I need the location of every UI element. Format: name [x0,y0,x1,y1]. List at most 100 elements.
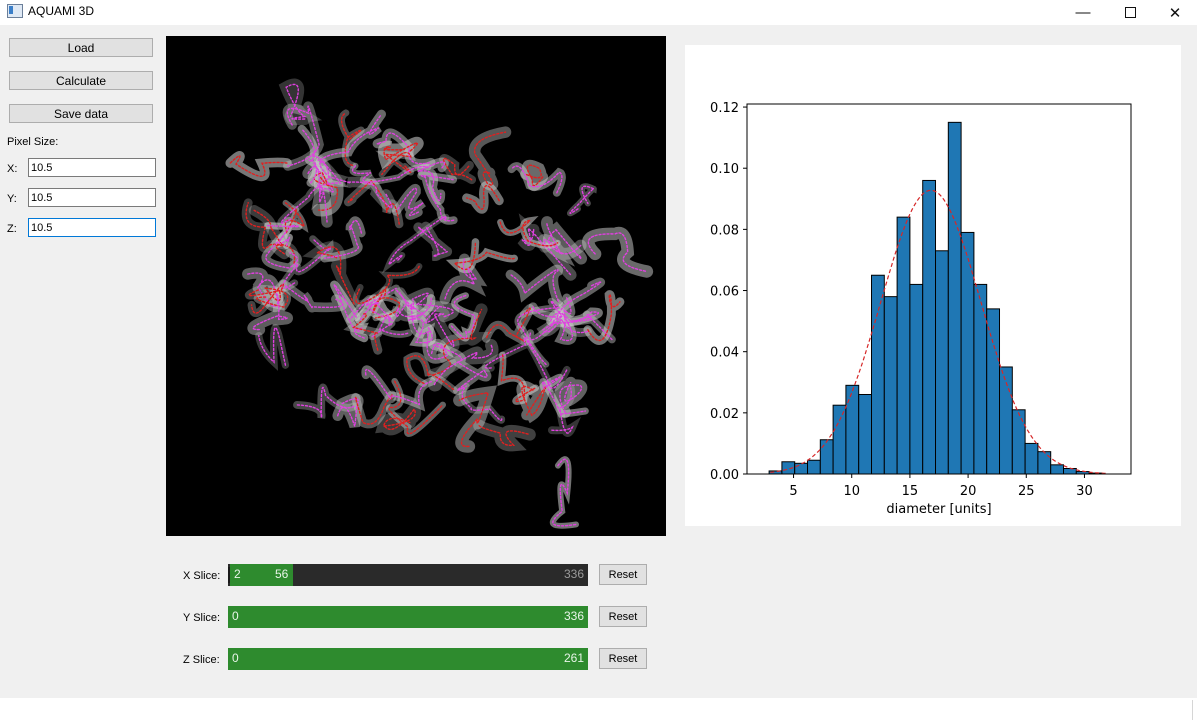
skeleton-line [417,225,448,257]
skeleton-line [247,272,279,308]
y-slice-range-fill [228,606,588,628]
maximize-button[interactable] [1107,0,1153,25]
histogram-bar [922,179,937,475]
skeleton-line [266,224,300,247]
skeleton-line [552,458,577,527]
skeleton-line [352,313,379,351]
histogram-bar [807,459,821,475]
x-slice-upper: 56 [275,567,289,581]
histogram-bar [909,283,924,475]
ligament-strand [413,221,453,261]
histogram-bar [935,250,949,475]
skeleton-line [452,241,515,270]
y-tick-label: 0.00 [710,468,739,483]
diameter-histogram: 5 10 15 20 25 30 0.00 0.02 0.04 0.06 0.08 0.10 0.12… [710,101,1132,517]
skeleton-line [458,391,490,448]
x-slice-slider[interactable]: 2 56 336 [228,564,588,586]
histogram-bar [1063,467,1077,475]
x-size-input[interactable] [28,158,156,177]
skeleton-line [499,219,559,247]
skeleton-line [245,202,296,264]
skeleton-line [509,269,559,302]
x-slice-reset-button[interactable]: Reset [599,564,647,585]
minimize-icon: — [1075,4,1091,21]
z-size-input[interactable] [28,218,156,237]
save-data-button[interactable]: Save data [9,104,153,123]
normal-fit-curve [770,189,1108,475]
plot-axes-frame [746,103,1132,475]
skeleton-line [424,306,455,347]
skeleton-line [450,294,476,339]
skeleton-line [258,327,287,366]
histogram-bar [794,462,809,475]
skeleton-line [340,112,362,167]
skeleton-line [388,380,444,435]
y-size-input[interactable] [28,188,156,207]
histogram-bar [960,231,975,475]
histogram-bar [1050,464,1065,475]
app-window-icon [7,4,23,18]
z-slice-min: 0 [232,651,239,665]
skeleton-line [347,179,400,225]
skeleton-line [521,226,546,248]
z-slice-slider[interactable]: 0 261 [228,648,588,670]
z-slice-reset-button[interactable]: Reset [599,648,647,669]
histogram-bar [883,296,898,475]
y-tick-label: 0.08 [710,223,739,238]
y-slice-min: 0 [232,609,239,623]
skeleton-line [372,288,401,319]
skeleton-line [280,159,342,224]
ligament-strand [582,226,654,278]
skeleton-line [381,151,412,176]
skeleton-line [248,283,285,314]
load-button[interactable]: Load [9,38,153,57]
x-slice-range-fill [230,564,293,586]
skeleton-line [355,265,420,305]
calculate-button[interactable]: Calculate [9,71,153,90]
skeleton-line [265,235,299,269]
x-tick-label: 5 [789,484,797,499]
skeleton-line [399,292,454,318]
skeleton-line [433,308,483,376]
skeleton-line [286,105,320,167]
minimize-button[interactable]: — [1060,0,1106,25]
skeleton-line [442,157,473,181]
x-slice-handle[interactable] [228,567,230,583]
x-tick-label: 25 [1018,484,1035,499]
close-button[interactable]: ✕ [1152,0,1197,25]
skeleton-line [284,202,306,234]
skeleton-line [465,185,500,210]
skeleton-line [517,300,562,366]
histogram-bar [832,404,847,475]
histogram-bar [871,274,885,475]
status-bar [0,698,1197,722]
skeleton-line [417,161,446,202]
skeleton-line [383,142,419,161]
3d-volume-viewport[interactable] [166,36,666,536]
skeleton-line [473,131,507,186]
x-slice-label: X Slice: [183,570,221,582]
skeleton-line [420,174,455,222]
y-slice-label: Y Slice: [183,612,221,624]
histogram-bar [947,121,962,475]
skeleton-line [532,281,602,318]
window-title: AQUAMI 3D [28,4,95,18]
histogram-bar [1011,409,1026,475]
title-bar: AQUAMI 3D — ✕ [0,0,1197,25]
main-client-area: Load Calculate Save data Pixel Size: X: … [0,26,1197,698]
skeleton-line [529,313,613,341]
y-slice-slider[interactable]: 0 336 [228,606,588,628]
y-slice-reset-button[interactable]: Reset [599,606,647,627]
skeleton-line [371,315,410,338]
skeleton-line [542,376,586,415]
skeleton-line [376,132,432,165]
skeleton-line [500,354,537,403]
skeleton-line [282,283,344,309]
skeleton-line [229,155,288,178]
skeleton-overlay [229,83,648,527]
y-tick-label: 0.04 [710,346,739,361]
skeleton-line [313,171,339,211]
skeleton-line [281,238,331,289]
skeleton-line [559,297,573,342]
ligament-strand [473,419,536,452]
